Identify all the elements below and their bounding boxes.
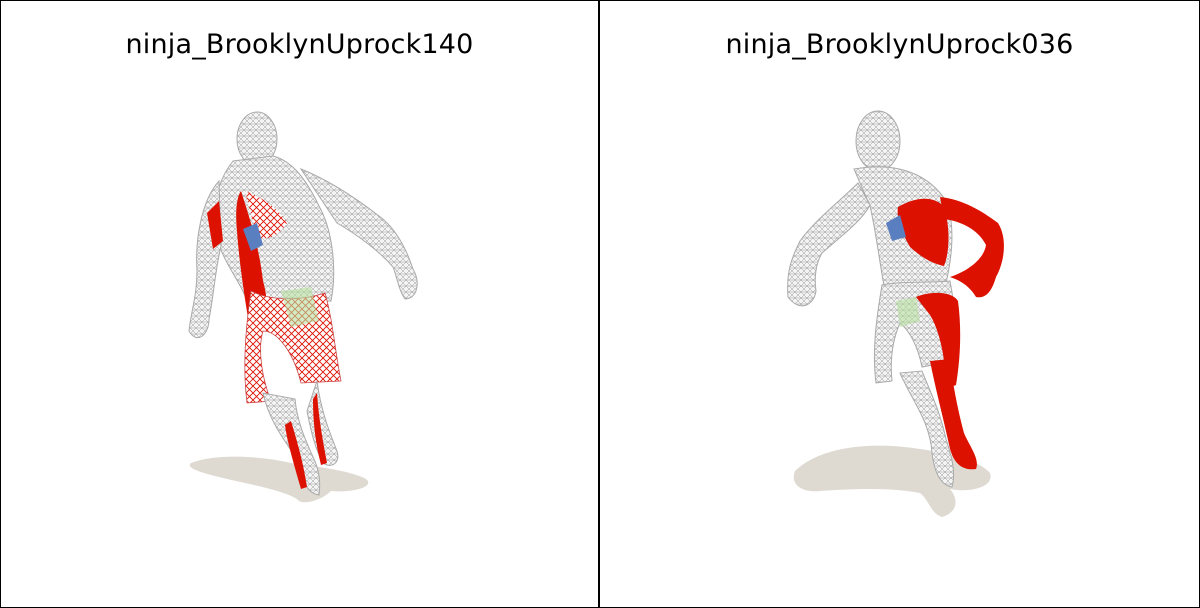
mesh-render-left: [188, 111, 418, 503]
arm-left: [787, 182, 871, 307]
chest-blue: [886, 215, 906, 241]
viewport-title: ninja_BrooklynUprock036: [725, 29, 1074, 60]
viewport-right: ninja_BrooklynUprock036: [600, 1, 1199, 607]
head: [855, 110, 901, 172]
leg-left: [930, 359, 977, 470]
torso-highlight: [897, 198, 949, 266]
viewport-title: ninja_BrooklynUprock140: [125, 29, 474, 60]
leg-right: [899, 370, 955, 488]
arm-right: [940, 197, 1004, 298]
mesh-render-right: [787, 110, 1004, 517]
arm-right: [299, 167, 418, 300]
viewport-left: ninja_BrooklynUprock140: [1, 1, 600, 607]
chest-blue: [243, 223, 263, 251]
ground-shadow: [189, 456, 369, 503]
